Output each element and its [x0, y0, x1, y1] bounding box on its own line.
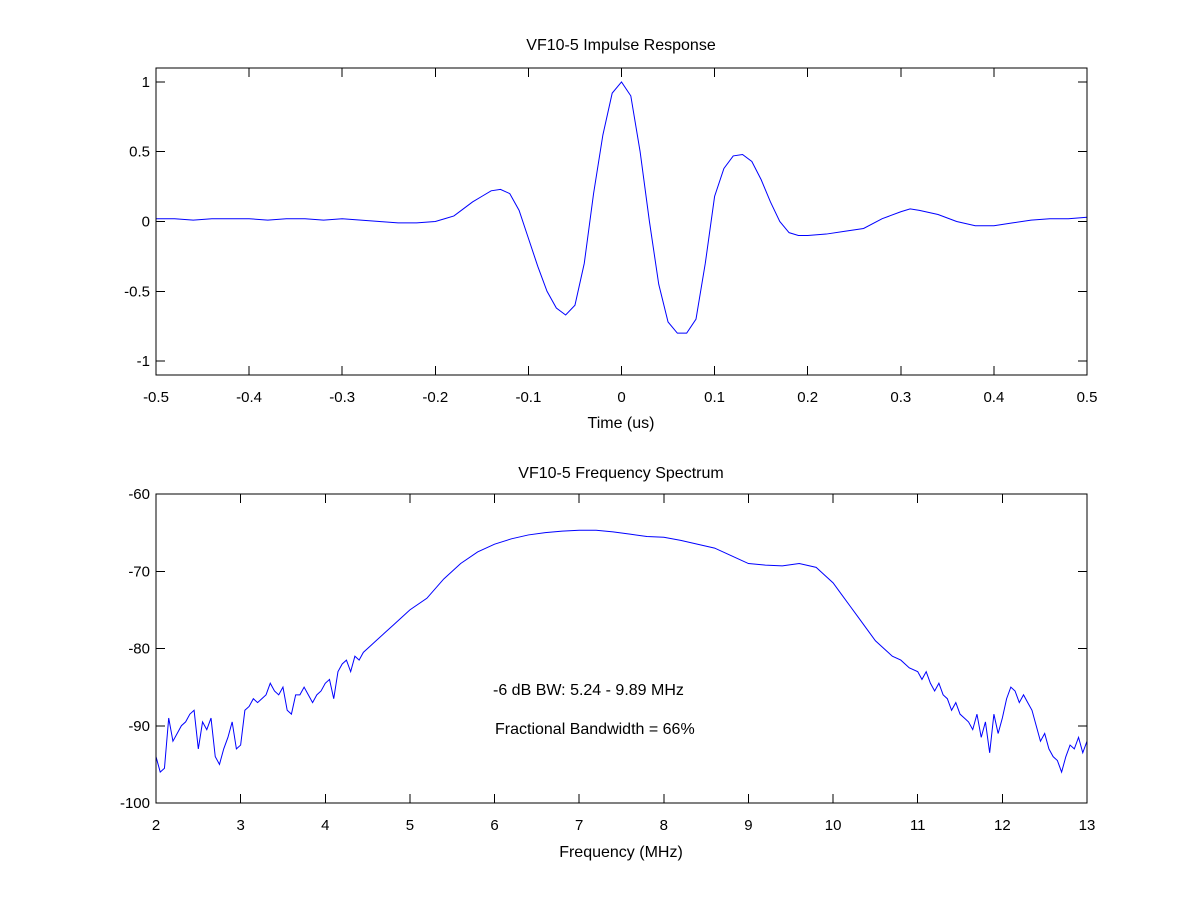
spectrum-xtick-label: 11	[910, 817, 926, 834]
frequency-spectrum-trace	[155, 529, 1088, 774]
frequency-spectrum-frame	[155, 493, 1088, 804]
spectrum-xtick-label: 5	[406, 817, 414, 834]
spectrum-ytick-label: -100	[120, 795, 150, 812]
spectrum-xtick-label: 3	[236, 817, 244, 834]
impulse-ytick-label: 0.5	[129, 144, 150, 161]
impulse-response-trace	[156, 81, 1088, 334]
spectrum-xtick-label: 10	[825, 817, 842, 834]
frequency-spectrum-title: VF10-5 Frequency Spectrum	[518, 465, 723, 482]
impulse-xtick-label: -0.3	[329, 389, 355, 406]
fractional-bandwidth-annotation: Fractional Bandwidth = 66%	[495, 721, 695, 738]
impulse-xtick-label: -0.2	[422, 389, 448, 406]
spectrum-xtick-label: 9	[744, 817, 752, 834]
impulse-xtick-label: 0.4	[983, 389, 1004, 406]
spectrum-xtick-label: 2	[152, 817, 160, 834]
impulse-ytick-label: 0	[142, 214, 150, 231]
impulse-xtick-label: -0.1	[515, 389, 541, 406]
impulse-response-plot: VF10-5 Impulse Response -0.5 -0.4 -0.3 -0.2…	[124, 37, 1097, 432]
impulse-ytick-label: -0.5	[124, 283, 150, 300]
frequency-spectrum-plot: VF10-5 Frequency Spectrum 2 3 4 5 6 7 8 9 10 11 12…	[120, 465, 1095, 861]
spectrum-ytick-label: -80	[128, 641, 150, 658]
spectrum-ytick-label: -60	[128, 486, 150, 503]
bandwidth-annotation: -6 dB BW: 5.24 - 9.89 MHz	[493, 682, 684, 699]
spectrum-xtick-label: 7	[575, 817, 583, 834]
impulse-xtick-label: 0.1	[704, 389, 725, 406]
impulse-xtick-label: -0.4	[236, 389, 262, 406]
frequency-spectrum-axes: 2 3 4 5 6 7 8 9 10 11 12 13 -60 -70 -80 -90 -100	[120, 486, 1095, 834]
impulse-response-axes: -0.5 -0.4 -0.3 -0.2 -0.1 0 0.1 0.2 0.3 0.4 0.5 1 0.5…	[124, 68, 1097, 406]
impulse-response-frame	[155, 67, 1088, 376]
spectrum-xtick-label: 6	[490, 817, 498, 834]
spectrum-xtick-label: 4	[321, 817, 329, 834]
impulse-ytick-label: -1	[137, 353, 150, 370]
spectrum-xtick-label: 12	[994, 817, 1011, 834]
impulse-response-xlabel: Time (us)	[588, 415, 655, 432]
impulse-xtick-label: 0.3	[890, 389, 911, 406]
impulse-xtick-label: 0.5	[1077, 389, 1098, 406]
impulse-response-title: VF10-5 Impulse Response	[526, 37, 716, 54]
impulse-xtick-label: 0	[617, 389, 625, 406]
frequency-spectrum-xlabel: Frequency (MHz)	[559, 844, 683, 861]
impulse-xtick-label: -0.5	[143, 389, 169, 406]
impulse-ytick-label: 1	[142, 74, 150, 91]
impulse-xtick-label: 0.2	[797, 389, 818, 406]
spectrum-xtick-label: 8	[660, 817, 668, 834]
spectrum-ytick-label: -70	[128, 563, 150, 580]
spectrum-xtick-label: 13	[1079, 817, 1096, 834]
spectrum-ytick-label: -90	[128, 718, 150, 735]
